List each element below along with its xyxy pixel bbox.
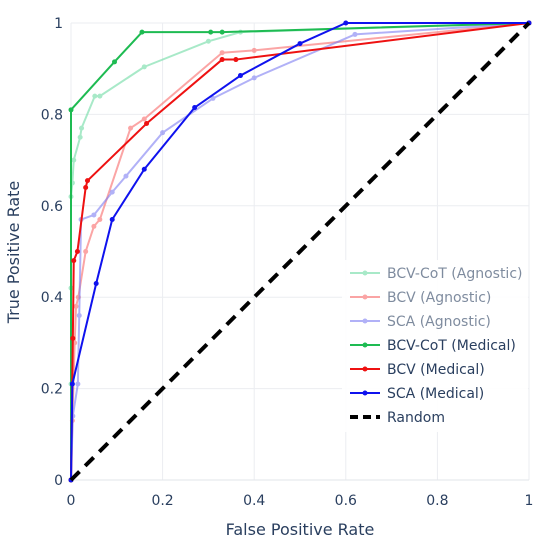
- data-point: [237, 73, 243, 79]
- tick-labels: 0 0.2 0.4 0.6 0.8 1 0 0.2 0.4 0.6 0.8 1: [41, 16, 534, 509]
- data-point: [91, 212, 97, 218]
- x-axis-title: False Positive Rate: [226, 520, 375, 539]
- series-layer: [68, 20, 532, 483]
- legend: BCV-CoT (Agnostic) BCV (Agnostic) SCA (Agn…: [342, 260, 528, 432]
- data-point: [83, 185, 89, 191]
- data-point: [219, 50, 225, 56]
- data-point: [123, 173, 129, 179]
- data-point: [69, 381, 75, 387]
- y-tick-label: 0.4: [41, 290, 63, 306]
- data-point: [77, 134, 83, 140]
- data-point: [352, 31, 358, 37]
- data-point: [71, 157, 77, 163]
- data-point: [139, 29, 145, 35]
- legend-label: SCA (Agnostic): [387, 314, 491, 330]
- series-6: [69, 21, 531, 482]
- data-point: [160, 130, 166, 136]
- legend-marker: [362, 318, 368, 324]
- y-tick-label: 0.8: [41, 107, 63, 123]
- legend-label: SCA (Medical): [387, 386, 484, 402]
- legend-item[interactable]: Random: [350, 410, 445, 426]
- legend-item[interactable]: BCV (Agnostic): [350, 290, 491, 306]
- legend-marker: [362, 390, 368, 396]
- x-tick-label: 0.8: [426, 493, 448, 509]
- data-point: [109, 189, 115, 195]
- y-tick-label: 1: [54, 16, 63, 32]
- data-point: [343, 20, 349, 26]
- data-point: [79, 125, 85, 131]
- x-tick-label: 0: [67, 493, 76, 509]
- legend-item[interactable]: BCV (Medical): [350, 362, 485, 378]
- legend-item[interactable]: SCA (Agnostic): [350, 314, 491, 330]
- legend-marker: [362, 294, 368, 300]
- data-point: [128, 125, 134, 131]
- legend-marker: [362, 270, 368, 276]
- data-point: [73, 303, 79, 309]
- data-point: [233, 57, 239, 63]
- data-point: [141, 116, 147, 122]
- legend-label: Random: [387, 410, 445, 426]
- data-point: [141, 166, 147, 172]
- x-tick-label: 0.4: [243, 493, 265, 509]
- legend-marker: [362, 342, 368, 348]
- data-point: [71, 258, 77, 264]
- data-point: [144, 121, 150, 127]
- data-point: [92, 93, 98, 99]
- data-point: [251, 75, 257, 81]
- data-point: [205, 38, 211, 44]
- legend-marker: [362, 366, 368, 372]
- data-point: [76, 312, 82, 318]
- data-point: [219, 29, 225, 35]
- legend-item[interactable]: SCA (Medical): [350, 386, 484, 402]
- x-tick-label: 0.6: [335, 493, 357, 509]
- y-tick-label: 0: [54, 473, 63, 489]
- data-point: [91, 223, 97, 229]
- legend-label: BCV-CoT (Medical): [387, 338, 516, 354]
- data-point: [74, 249, 80, 254]
- data-point: [219, 57, 225, 63]
- series-line: [69, 21, 531, 482]
- legend-label: BCV-CoT (Agnostic): [387, 266, 522, 282]
- legend-label: BCV (Medical): [387, 362, 485, 378]
- data-point: [84, 178, 90, 184]
- data-point: [75, 381, 81, 387]
- data-point: [97, 93, 103, 99]
- data-point: [70, 335, 76, 341]
- data-point: [112, 59, 118, 65]
- legend-label: BCV (Agnostic): [387, 290, 491, 306]
- grid-lines: [70, 22, 530, 481]
- data-point: [297, 41, 303, 47]
- data-point: [97, 217, 103, 223]
- data-point: [68, 107, 74, 113]
- series-line: [70, 22, 530, 481]
- series-line: [70, 22, 529, 481]
- x-tick-label: 1: [525, 493, 534, 509]
- series-1: [68, 20, 532, 483]
- data-point: [251, 47, 257, 53]
- y-axis-title: True Positive Rate: [4, 181, 23, 325]
- data-point: [208, 29, 214, 35]
- y-tick-label: 0.6: [41, 199, 63, 215]
- legend-item[interactable]: BCV-CoT (Medical): [350, 338, 516, 354]
- legend-item[interactable]: BCV-CoT (Agnostic): [350, 266, 522, 282]
- data-point: [141, 64, 147, 70]
- data-point: [210, 95, 216, 101]
- data-point: [93, 280, 99, 286]
- data-point: [83, 249, 89, 254]
- data-point: [192, 105, 198, 111]
- x-tick-label: 0.2: [151, 493, 173, 509]
- data-point: [109, 217, 115, 223]
- y-tick-label: 0.2: [41, 382, 63, 398]
